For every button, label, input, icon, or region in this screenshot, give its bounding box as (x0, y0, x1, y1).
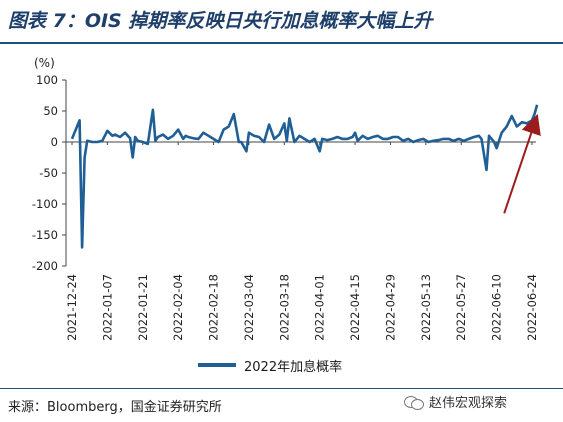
x-tick-label: 2022-04-15 (348, 274, 362, 341)
watermark-text: 赵伟宏观探索 (429, 396, 508, 411)
x-tick-label: 2022-01-21 (136, 274, 150, 341)
chart-title: 图表 7：OIS 掉期率反映日央行加息概率大幅上升 (8, 10, 433, 32)
wechat-icon (404, 394, 424, 410)
series-line-0 (70, 104, 539, 249)
y-tick-label: -150 (32, 228, 58, 242)
x-tick-label: 2022-06-24 (525, 274, 539, 341)
y-tick-label: 0 (51, 135, 58, 149)
x-tick-label: 2022-03-04 (242, 274, 256, 341)
legend-label: 2022年加息概率 (244, 359, 343, 375)
x-tick-label: 2022-03-18 (277, 274, 291, 341)
x-tick-label: 2022-05-27 (454, 274, 468, 341)
y-tick-label: -50 (39, 166, 58, 180)
trend-arrow (503, 113, 541, 214)
y-axis: 100 50 0 -50 -100 -150 -200 (32, 73, 67, 273)
x-tick-label: 2022-04-01 (313, 274, 327, 341)
legend-swatch (198, 363, 236, 367)
legend: 2022年加息概率 (198, 356, 343, 375)
watermark: 赵伟宏观探索 (404, 392, 507, 411)
y-tick-label: -100 (32, 197, 58, 211)
y-tick-label: -200 (32, 259, 58, 273)
x-tick-label: 2022-05-13 (419, 274, 433, 341)
x-tick-label: 2022-02-18 (207, 274, 221, 341)
x-tick-label: 2021-12-24 (65, 274, 79, 341)
series-layer (70, 104, 539, 249)
source-note: 来源：Bloomberg，国金证券研究所 (8, 400, 222, 415)
x-axis: 2021-12-24 2022-01-07 2022-01-21 2022-02-04… (65, 141, 539, 341)
x-tick-label: 2022-06-10 (490, 274, 504, 341)
title-bar: 图表 7：OIS 掉期率反映日央行加息概率大幅上升 (0, 0, 563, 44)
x-tick-label: 2022-01-07 (100, 274, 114, 341)
footer-divider (0, 388, 563, 389)
x-tick-label: 2022-02-04 (171, 274, 185, 341)
y-tick-label: 50 (43, 104, 58, 118)
annotation-layer (503, 113, 541, 214)
y-axis-unit: (%) (34, 56, 55, 70)
line-chart: 100 50 0 -50 -100 -150 -200 2021-12-24 2022-01-… (32, 73, 541, 341)
x-tick-label: 2022-04-29 (383, 274, 397, 341)
y-tick-label: 100 (36, 73, 58, 87)
